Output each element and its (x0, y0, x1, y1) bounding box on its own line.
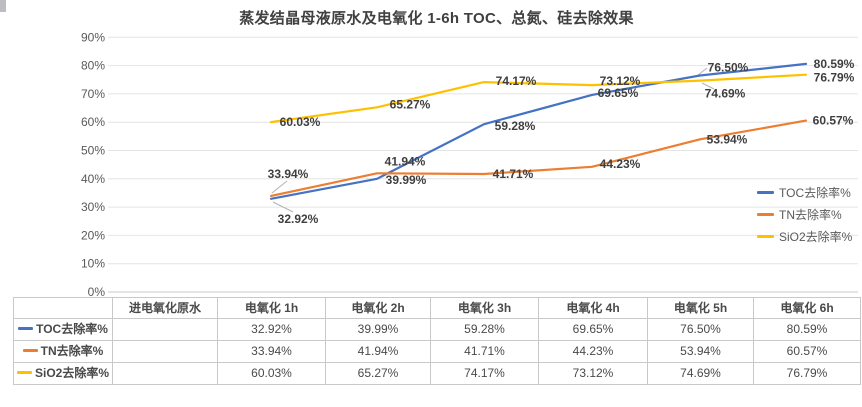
table-cell (112, 362, 218, 385)
y-tick-label: 80% (81, 59, 105, 73)
table-cell: 41.71% (430, 340, 539, 363)
data-label-toc: 59.28% (495, 119, 536, 133)
table-cell: 44.23% (538, 340, 648, 363)
table-cell: 80.59% (753, 318, 861, 341)
table-cell: 39.99% (325, 318, 431, 341)
row-header-label: TN去除率% (40, 344, 104, 358)
legend-dash-icon (757, 213, 774, 216)
data-label-tn: 33.94% (268, 167, 309, 181)
table-cell: 60.03% (217, 362, 326, 385)
table-row: TN去除率% 33.94% 41.94% 41.71% 44.23% 53.94% 60.5… (13, 340, 861, 363)
table-cell: 60.57% (753, 340, 861, 363)
data-table: 进电氧化原水 电氧化 1h 电氧化 2h 电氧化 3h 电氧化 4h 电氧化 5h 电氧化 … (13, 297, 861, 385)
y-tick-label: 50% (81, 144, 105, 158)
column-header: 电氧化 5h (647, 297, 754, 319)
y-axis-labels: 0% 10% 20% 30% 40% 50% 60% 70% 80% 90% (81, 30, 105, 299)
y-tick-label: 10% (81, 257, 105, 271)
y-tick-label: 60% (81, 115, 105, 129)
data-label-sio2: 73.12% (600, 74, 641, 88)
column-header: 进电氧化原水 (112, 297, 218, 319)
data-label-toc: 76.50% (708, 61, 749, 75)
data-label-sio2: 65.27% (390, 97, 431, 111)
legend-label: TOC去除率% (779, 186, 851, 200)
table-cell: 32.92% (217, 318, 326, 341)
chart-title: 蒸发结晶母液原水及电氧化 1-6h TOC、总氮、硅去除效果 (239, 10, 634, 27)
table-cell: 74.17% (430, 362, 539, 385)
column-header: 电氧化 4h (538, 297, 648, 319)
table-cell: 53.94% (647, 340, 754, 363)
legend-item-sio2[interactable]: SiO2去除率% (757, 229, 852, 244)
table-cell (112, 318, 218, 341)
series-dash-icon (16, 371, 32, 375)
table-cell: 59.28% (430, 318, 539, 341)
table-cell: 69.65% (538, 318, 648, 341)
series-line-tn[interactable] (269, 119, 808, 197)
data-label-sio2: 76.79% (814, 71, 855, 85)
series-lines (269, 62, 808, 200)
legend-label: SiO2去除率% (779, 230, 853, 244)
data-label-tn: 60.57% (813, 114, 854, 128)
row-header-label: TOC去除率% (36, 322, 108, 336)
plot-area[interactable]: 0% 10% 20% 30% 40% 50% 60% 70% 80% 90% 32.92% 39.99… (0, 0, 862, 300)
row-header-label: SiO2去除率% (34, 366, 110, 380)
column-header: 电氧化 3h (430, 297, 539, 319)
y-tick-label: 0% (88, 285, 106, 299)
series-line-sio2[interactable] (269, 73, 808, 124)
label-leader-lines (271, 67, 715, 213)
legend: TOC去除率% TN去除率% SiO2去除率% (757, 185, 852, 244)
y-tick-label: 20% (81, 228, 105, 242)
row-header-toc: TOC去除率% (13, 318, 113, 341)
data-label-toc: 32.92% (278, 212, 319, 226)
data-label-tn: 41.94% (385, 154, 426, 168)
series-line-toc[interactable] (269, 62, 808, 200)
column-header: 电氧化 6h (753, 297, 861, 319)
table-cell: 73.12% (538, 362, 648, 385)
data-label-sio2: 60.03% (280, 115, 321, 129)
table-cell: 41.94% (325, 340, 431, 363)
series-dash-icon (18, 327, 34, 331)
legend-item-toc[interactable]: TOC去除率% (757, 185, 852, 200)
table-cell: 76.50% (647, 318, 754, 341)
gridlines (108, 36, 858, 293)
data-label-sio2: 74.69% (705, 87, 746, 101)
row-header-tn: TN去除率% (13, 340, 113, 363)
window-corner-artifact (0, 0, 6, 12)
column-header: 电氧化 1h (217, 297, 326, 319)
y-tick-label: 70% (81, 87, 105, 101)
data-label-tn: 53.94% (707, 132, 748, 146)
legend-dash-icon (757, 191, 774, 194)
table-corner-cell (13, 297, 113, 319)
data-label-sio2: 74.17% (496, 74, 537, 88)
y-tick-label: 90% (81, 30, 105, 44)
table-cell: 74.69% (647, 362, 754, 385)
row-header-sio2: SiO2去除率% (13, 362, 113, 385)
table-cell: 65.27% (325, 362, 431, 385)
table-row: SiO2去除率% 60.03% 65.27% 74.17% 73.12% 74.69% 76… (13, 362, 861, 385)
series-dash-icon (22, 349, 38, 353)
legend-item-tn[interactable]: TN去除率% (757, 207, 852, 222)
data-label-tn: 41.71% (493, 167, 534, 181)
data-label-toc: 80.59% (814, 57, 855, 71)
column-header: 电氧化 2h (325, 297, 431, 319)
y-tick-label: 40% (81, 172, 105, 186)
table-cell (112, 340, 218, 363)
data-label-tn: 44.23% (600, 157, 641, 171)
data-labels: 32.92% 39.99% 59.28% 69.65% 76.50% 80.59% 33.9… (268, 57, 855, 226)
data-label-toc: 69.65% (598, 86, 639, 100)
table-row: TOC去除率% 32.92% 39.99% 59.28% 69.65% 76.50% 80.… (13, 318, 861, 341)
legend-label: TN去除率% (779, 208, 842, 222)
y-tick-label: 30% (81, 200, 105, 214)
table-cell: 76.79% (753, 362, 861, 385)
data-label-toc: 39.99% (386, 173, 427, 187)
legend-dash-icon (757, 235, 774, 238)
table-cell: 33.94% (217, 340, 326, 363)
